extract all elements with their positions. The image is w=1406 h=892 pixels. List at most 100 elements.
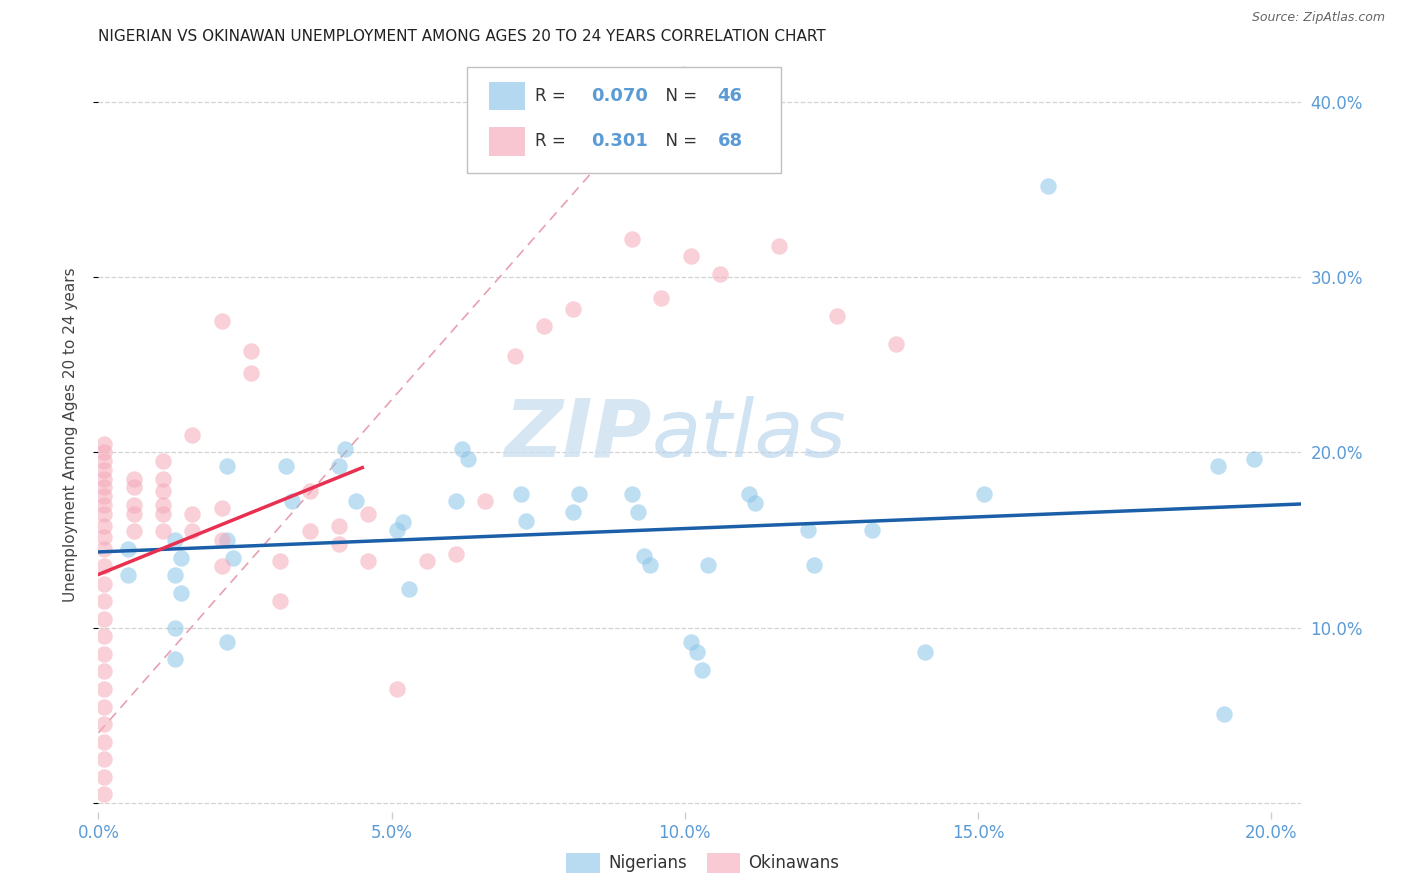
Point [93, 681, 115, 696]
Point [515, 514, 537, 528]
Point [122, 524, 145, 539]
Text: 0.070: 0.070 [592, 87, 648, 105]
Point [884, 336, 907, 351]
Point [211, 533, 233, 547]
Point [152, 507, 174, 521]
Point [181, 524, 204, 539]
Point [357, 554, 380, 568]
Text: R =: R = [534, 87, 571, 105]
Point [328, 519, 350, 533]
Point [93, 541, 115, 556]
Point [709, 267, 731, 281]
Point [217, 533, 239, 547]
FancyBboxPatch shape [489, 82, 526, 111]
Text: 0.301: 0.301 [592, 132, 648, 150]
Point [797, 523, 820, 537]
Text: atlas: atlas [651, 396, 846, 474]
Point [152, 524, 174, 539]
Point [152, 472, 174, 486]
Text: 46: 46 [717, 87, 742, 105]
Point [269, 594, 291, 608]
Point [692, 663, 714, 677]
Text: N =: N = [655, 132, 703, 150]
Point [181, 427, 204, 442]
Point [93, 770, 115, 784]
Point [298, 483, 321, 498]
Point [274, 459, 297, 474]
Point [93, 454, 115, 468]
Point [93, 463, 115, 477]
Point [457, 452, 479, 467]
Point [163, 533, 186, 547]
Point [451, 442, 474, 456]
Point [328, 536, 350, 550]
Point [211, 559, 233, 574]
Point [650, 291, 672, 305]
Point [738, 487, 761, 501]
Point [93, 699, 115, 714]
Point [827, 309, 849, 323]
Point [93, 752, 115, 766]
Point [1213, 706, 1236, 721]
Point [122, 472, 145, 486]
Point [93, 489, 115, 503]
Point [269, 554, 291, 568]
Point [568, 487, 591, 501]
Point [222, 550, 245, 565]
Point [973, 487, 995, 501]
Point [93, 612, 115, 626]
Point [217, 634, 239, 648]
Point [533, 319, 555, 334]
Point [744, 496, 766, 510]
Point [93, 629, 115, 643]
Point [685, 645, 707, 659]
Point [211, 314, 233, 328]
Point [392, 516, 415, 530]
Point [862, 523, 884, 537]
Point [562, 505, 585, 519]
Point [803, 558, 825, 572]
Point [93, 594, 115, 608]
Point [93, 717, 115, 731]
Point [1243, 452, 1265, 467]
Text: 68: 68 [717, 132, 742, 150]
Point [163, 652, 186, 666]
Point [93, 529, 115, 543]
Point [93, 734, 115, 748]
Point [357, 507, 380, 521]
Point [239, 343, 262, 358]
Point [93, 787, 115, 801]
Point [679, 634, 702, 648]
Point [621, 487, 644, 501]
Point [93, 445, 115, 459]
Point [122, 507, 145, 521]
Point [163, 621, 186, 635]
Point [503, 349, 526, 363]
Point [387, 523, 409, 537]
Point [122, 480, 145, 494]
Text: NIGERIAN VS OKINAWAN UNEMPLOYMENT AMONG AGES 20 TO 24 YEARS CORRELATION CHART: NIGERIAN VS OKINAWAN UNEMPLOYMENT AMONG … [98, 29, 827, 45]
Legend: Nigerians, Okinawans: Nigerians, Okinawans [560, 847, 846, 880]
Point [163, 568, 186, 582]
Point [217, 459, 239, 474]
Point [93, 480, 115, 494]
Point [509, 487, 531, 501]
Point [474, 494, 496, 508]
Point [152, 454, 174, 468]
Point [1208, 459, 1230, 474]
Point [444, 494, 467, 508]
Point [169, 585, 191, 599]
Point [298, 524, 321, 539]
Point [627, 505, 650, 519]
Point [93, 472, 115, 486]
Point [117, 568, 139, 582]
FancyBboxPatch shape [489, 127, 526, 155]
Point [93, 519, 115, 533]
Text: R =: R = [534, 132, 571, 150]
Point [169, 550, 191, 565]
Point [152, 483, 174, 498]
Point [444, 547, 467, 561]
Text: ZIP: ZIP [503, 396, 651, 474]
Point [679, 249, 702, 263]
Point [93, 498, 115, 512]
